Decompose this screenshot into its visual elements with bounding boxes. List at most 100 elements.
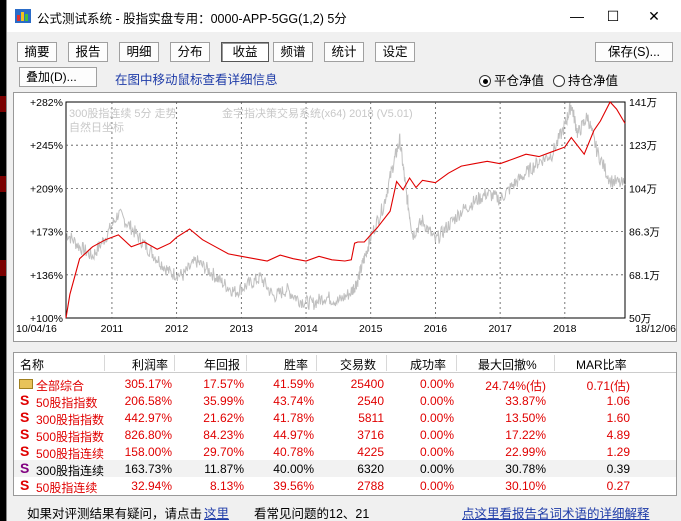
row-success: 0.00% (419, 445, 454, 459)
header-mar[interactable]: MAR比率 (576, 358, 627, 372)
row-annual: 35.99% (203, 394, 244, 408)
close-button[interactable]: ✕ (648, 8, 660, 24)
title-bar: 公式测试系统 - 股指实盘专用：0000-APP-5GG(1,2) 5分 — ☐… (7, 0, 681, 32)
row-trades: 6320 (357, 462, 384, 476)
strategy-s-icon: S (20, 443, 30, 459)
row-drawdown: 24.74%(估) (485, 379, 546, 393)
header-annual[interactable]: 年回报 (204, 358, 241, 372)
header-success[interactable]: 成功率 (410, 358, 447, 372)
row-mar: 1.29 (606, 445, 630, 459)
row-mar: 1.60 (606, 411, 630, 425)
y-tick-label: +100% (30, 313, 63, 325)
footer-question: 如果对评测结果有疑问，请点击 (27, 507, 203, 521)
column-divider (554, 355, 555, 371)
table-row[interactable]: S 300股指指数 442.97% 21.62% 41.78% 5811 0.00% 13.5… (14, 409, 676, 427)
tab-distribution[interactable]: 分布 (170, 42, 210, 62)
y-tick-label: +282% (30, 97, 63, 109)
tab-statistics[interactable]: 统计 (324, 42, 364, 62)
table-row[interactable]: S 500股指连续 158.00% 29.70% 40.78% 4225 0.00% 22.9… (14, 443, 676, 461)
maximize-button[interactable]: ☐ (606, 8, 620, 24)
row-success: 0.00% (419, 394, 454, 408)
tab-returns[interactable]: 收益 (221, 42, 269, 62)
row-trades: 4225 (357, 445, 384, 459)
row-success: 0.00% (419, 377, 454, 391)
table-row[interactable]: S 50股指连续 32.94% 8.13% 39.56% 2788 0.00% 30.10% 0… (14, 477, 676, 495)
row-win: 40.78% (273, 445, 314, 459)
row-profit: 32.94% (131, 479, 172, 493)
table-row[interactable]: S 300股指连续 163.73% 11.87% 40.00% 6320 0.00% 30.7… (14, 460, 676, 478)
row-annual: 29.70% (203, 445, 244, 459)
tab-spectrum[interactable]: 频谱 (273, 42, 313, 62)
row-name: 300股指指数 (36, 413, 105, 427)
save-button[interactable]: 保存(S)... (595, 42, 673, 62)
row-drawdown: 17.22% (505, 428, 546, 442)
radio-close-nav-label: 平仓净值 (494, 74, 545, 88)
tab-report[interactable]: 报告 (68, 42, 108, 62)
header-name[interactable]: 名称 (20, 358, 45, 372)
x-tick-label: 2014 (294, 323, 318, 335)
row-win: 44.97% (273, 428, 314, 442)
strategy-s-icon: S (20, 460, 30, 476)
tab-details[interactable]: 明细 (119, 42, 159, 62)
tab-summary[interactable]: 摘要 (17, 42, 57, 62)
minimize-button[interactable]: — (570, 8, 584, 24)
column-divider (386, 355, 387, 371)
table-row[interactable]: 全部综合 305.17% 17.57% 41.59% 25400 0.00% 24.74%(… (14, 375, 676, 393)
row-annual: 17.57% (203, 377, 244, 391)
radio-hold-nav[interactable]: 持仓净值 (553, 70, 618, 89)
equity-chart-svg: 300股指连续 5分 走势 金字指决策交易系统(x64) 2018 (V5.01… (16, 97, 676, 335)
window-title: 公式测试系统 - 股指实盘专用：0000-APP-5GG(1,2) 5分 (37, 12, 347, 26)
row-win: 39.56% (273, 479, 314, 493)
formula-test-window: 公式测试系统 - 股指实盘专用：0000-APP-5GG(1,2) 5分 — ☐… (6, 0, 681, 521)
column-divider (246, 355, 247, 371)
table-header: 名称 利润率 年回报 胜率 交易数 成功率 最大回撤% MAR比率 (14, 353, 676, 373)
x-end-label: 18/12/06 (635, 323, 676, 335)
row-annual: 84.23% (203, 428, 244, 442)
chart-legend-calendar: 自然日坐标 (69, 120, 124, 134)
row-drawdown: 30.10% (505, 479, 546, 493)
footer-report-link[interactable]: 点这里看报告名词术语的详细解释 (462, 507, 650, 521)
header-drawdown[interactable]: 最大回撤% (478, 358, 537, 372)
row-annual: 11.87% (204, 462, 244, 476)
row-drawdown: 13.50% (505, 411, 546, 425)
table-row[interactable]: S 50股指指数 206.58% 35.99% 43.74% 2540 0.00% 33.87… (14, 392, 676, 410)
row-win: 41.59% (273, 377, 314, 391)
row-name: 50股指连续 (36, 481, 98, 495)
chart-hint: 在图中移动鼠标查看详细信息 (115, 73, 278, 87)
row-drawdown: 30.78% (505, 462, 546, 476)
header-profit[interactable]: 利润率 (132, 358, 169, 372)
row-mar: 0.27 (606, 479, 630, 493)
folder-icon (19, 379, 33, 389)
radio-checked-icon (479, 75, 491, 87)
equity-series-line (65, 101, 626, 319)
overlay-button[interactable]: 叠加(D)... (19, 67, 97, 87)
row-win: 41.78% (273, 411, 314, 425)
row-name: 300股指连续 (36, 464, 105, 478)
header-trades[interactable]: 交易数 (340, 358, 377, 372)
row-trades: 5811 (358, 411, 384, 425)
y2-tick-label: 141万 (629, 97, 657, 109)
x-tick-label: 2011 (101, 323, 124, 335)
chart-legend-symbol: 300股指连续 5分 走势 (69, 106, 177, 120)
radio-close-nav[interactable]: 平仓净值 (479, 70, 544, 89)
y2-tick-label: 86.3万 (629, 227, 660, 239)
equity-chart[interactable]: 300股指连续 5分 走势 金字指决策交易系统(x64) 2018 (V5.01… (13, 92, 677, 342)
row-success: 0.00% (419, 411, 454, 425)
header-win[interactable]: 胜率 (284, 358, 309, 372)
background-mark (0, 260, 6, 276)
chart-legend-system: 金字指决策交易系统(x64) 2018 (V5.01) (222, 106, 413, 120)
footer-here-link[interactable]: 这里 (204, 507, 230, 521)
table-row[interactable]: S 500股指指数 826.80% 84.23% 44.97% 3716 0.00% 17.2… (14, 426, 676, 444)
row-trades: 25400 (350, 377, 384, 391)
column-divider (174, 355, 175, 371)
row-name: 全部综合 (36, 379, 85, 393)
price-series-line (65, 102, 626, 310)
row-trades: 2540 (357, 394, 384, 408)
tab-settings[interactable]: 设定 (375, 42, 415, 62)
row-name: 500股指指数 (36, 430, 105, 444)
app-icon (15, 9, 31, 23)
strategy-s-icon: S (20, 392, 30, 408)
x-tick-label: 2013 (230, 323, 254, 335)
y-tick-label: +245% (30, 140, 63, 152)
strategy-s-icon: S (20, 426, 30, 442)
